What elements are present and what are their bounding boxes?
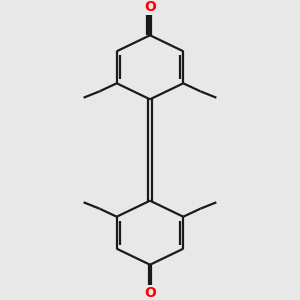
Text: O: O [144,0,156,14]
Text: O: O [144,286,156,300]
